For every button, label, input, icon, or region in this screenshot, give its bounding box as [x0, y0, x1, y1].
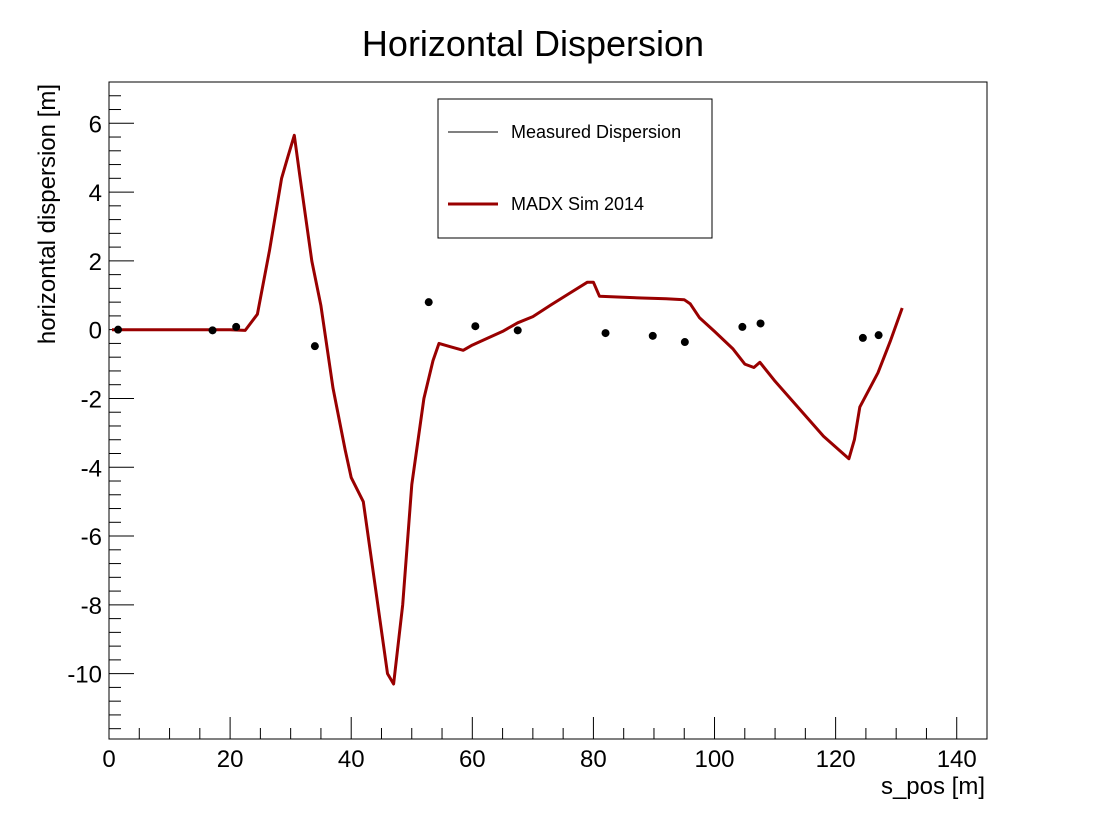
measured-point — [874, 331, 883, 340]
y-tick-label: -10 — [67, 662, 102, 689]
y-tick-label: -8 — [81, 593, 102, 620]
madx-sim-line — [112, 133, 904, 686]
y-axis-label: horizontal dispersion [m] — [34, 84, 61, 344]
x-axis: 0 20 40 60 80 100 120 140 — [102, 717, 988, 773]
measured-point — [680, 338, 689, 347]
x-tick-label: 80 — [580, 746, 607, 773]
y-tick-label: 4 — [89, 180, 102, 207]
measured-point — [601, 329, 610, 338]
y-tick-label: 0 — [89, 318, 102, 345]
measured-point — [738, 322, 747, 331]
measured-point — [208, 326, 217, 335]
plot-frame — [108, 81, 988, 740]
measured-point — [424, 298, 433, 307]
y-tick-label: -4 — [81, 455, 102, 482]
measured-point — [648, 331, 657, 340]
x-tick-label: 120 — [816, 746, 856, 773]
x-tick-label: 0 — [102, 746, 115, 773]
measured-point — [114, 325, 123, 334]
measured-point — [756, 319, 765, 328]
measured-dispersion-series — [114, 298, 883, 351]
measured-point — [858, 333, 867, 342]
madx-sim-series — [112, 133, 904, 686]
x-tick-label: 60 — [459, 746, 486, 773]
y-tick-label: 2 — [89, 249, 102, 276]
legend-label-measured-dispersion: Measured Dispersion — [511, 122, 681, 142]
measured-point — [513, 326, 522, 335]
x-tick-label: 140 — [937, 746, 977, 773]
x-tick-label: 40 — [338, 746, 365, 773]
y-tick-label: -6 — [81, 524, 102, 551]
legend-box — [437, 98, 713, 239]
x-tick-label: 100 — [694, 746, 734, 773]
y-tick-label: 6 — [89, 111, 102, 138]
legend-label-madx-sim-2014: MADX Sim 2014 — [511, 194, 644, 214]
y-tick-label: -2 — [81, 386, 102, 413]
legend: Measured Dispersion MADX Sim 2014 — [437, 98, 713, 239]
x-tick-label: 20 — [217, 746, 244, 773]
measured-point — [232, 322, 241, 331]
measured-point — [471, 322, 480, 331]
measured-point — [310, 342, 319, 351]
chart-title: Horizontal Dispersion — [362, 23, 704, 64]
x-axis-label: s_pos [m] — [881, 773, 985, 800]
y-axis: -10 -8 -6 -4 -2 0 2 4 6 — [67, 81, 134, 730]
